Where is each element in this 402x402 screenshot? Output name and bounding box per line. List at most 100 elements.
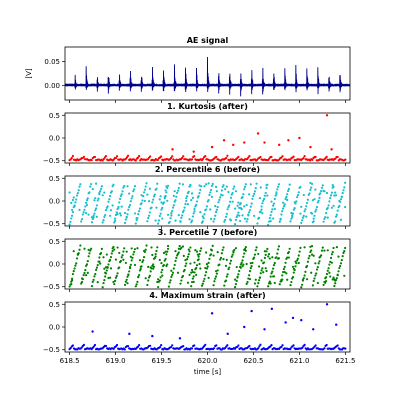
data-point	[285, 272, 288, 275]
data-point	[260, 205, 263, 208]
data-point	[314, 155, 317, 159]
data-point	[180, 216, 183, 219]
data-point	[288, 247, 291, 250]
data-point	[290, 217, 293, 220]
data-point	[132, 253, 135, 256]
data-point	[340, 259, 343, 262]
data-point	[188, 250, 191, 253]
data-point	[253, 190, 257, 193]
data-point	[315, 268, 319, 271]
data-point	[245, 262, 248, 266]
data-point	[164, 189, 167, 192]
data-point	[200, 185, 203, 188]
data-point	[152, 265, 156, 268]
data-point	[272, 264, 276, 267]
data-point	[127, 208, 130, 211]
data-point	[312, 220, 315, 223]
data-point	[310, 271, 313, 274]
data-point	[274, 194, 277, 197]
data-point	[313, 198, 316, 201]
data-point	[235, 279, 238, 282]
data-point	[248, 193, 251, 196]
data-point	[293, 206, 296, 210]
data-point	[321, 246, 324, 249]
data-point	[246, 217, 249, 221]
data-point	[200, 284, 204, 287]
data-point	[244, 183, 247, 186]
data-point	[240, 261, 243, 264]
data-point	[291, 214, 294, 217]
data-point	[268, 216, 271, 220]
data-point	[214, 275, 218, 278]
data-point	[194, 249, 197, 252]
data-point	[295, 262, 298, 265]
data-point	[324, 281, 327, 284]
data-point	[75, 262, 78, 265]
data-point	[258, 345, 261, 348]
data-point	[275, 256, 278, 259]
data-point	[213, 347, 216, 350]
data-point	[155, 187, 158, 190]
data-point	[99, 251, 103, 255]
data-point	[142, 259, 145, 262]
data-point	[171, 273, 174, 276]
data-point	[112, 347, 115, 351]
y-tick-label: −0.5	[43, 283, 60, 291]
data-point	[75, 194, 79, 197]
data-point	[218, 198, 221, 201]
y-tick-label: 0.5	[49, 301, 60, 309]
data-point	[176, 191, 179, 195]
data-point	[104, 154, 108, 158]
data-point	[156, 280, 159, 284]
data-point	[330, 191, 333, 194]
data-point	[195, 266, 198, 270]
data-point	[96, 263, 99, 267]
data-point	[118, 266, 121, 269]
data-point	[237, 155, 240, 158]
data-point	[138, 155, 141, 158]
data-point	[144, 185, 147, 188]
data-point	[190, 192, 194, 195]
data-point	[93, 199, 96, 202]
data-point	[114, 156, 118, 160]
data-point	[99, 262, 102, 265]
data-point	[343, 186, 346, 189]
data-point	[269, 214, 272, 217]
data-point	[331, 184, 334, 187]
data-point	[239, 263, 242, 266]
x-tick-label: 621.0	[289, 357, 309, 365]
data-point	[263, 141, 266, 144]
data-point	[193, 154, 196, 158]
data-point	[204, 343, 207, 346]
data-point	[175, 195, 178, 198]
data-point	[260, 259, 263, 262]
data-point	[307, 257, 310, 260]
data-point	[73, 204, 76, 207]
data-point	[298, 136, 301, 140]
data-point	[311, 199, 314, 202]
data-point	[74, 201, 77, 204]
data-point	[112, 280, 115, 284]
data-point	[269, 275, 272, 278]
data-point	[286, 193, 289, 196]
data-point	[326, 269, 329, 272]
data-point	[250, 309, 253, 313]
data-point	[289, 284, 292, 287]
data-point	[186, 255, 190, 258]
data-point	[325, 343, 328, 347]
data-point	[156, 158, 159, 162]
data-point	[176, 271, 180, 274]
data-point	[205, 251, 208, 254]
data-point	[125, 216, 128, 219]
data-point	[249, 262, 252, 265]
data-point	[78, 208, 81, 211]
data-point	[140, 202, 143, 205]
data-point	[77, 189, 80, 192]
data-point	[70, 283, 73, 286]
data-point	[302, 193, 305, 197]
data-point	[313, 277, 316, 280]
data-point	[277, 183, 281, 186]
data-point	[237, 344, 240, 347]
data-point	[281, 274, 284, 277]
data-point	[177, 186, 180, 190]
